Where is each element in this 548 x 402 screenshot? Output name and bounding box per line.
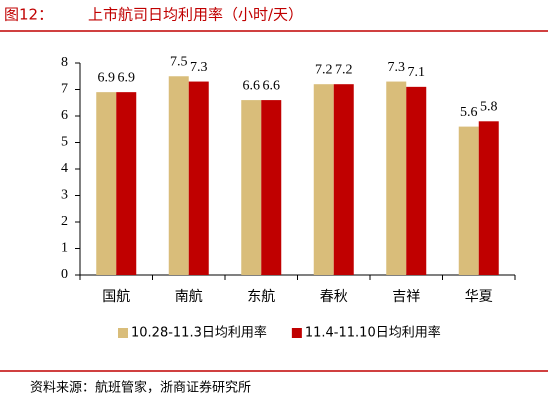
value-label: 7.3 [388,60,406,75]
value-label: 6.9 [98,70,116,85]
y-tick-label: 3 [61,188,68,203]
y-tick-label: 8 [61,55,68,70]
value-label: 7.1 [408,65,426,80]
bar [241,100,262,275]
x-tick-label: 吉祥 [392,289,420,305]
x-tick-label: 华夏 [465,289,493,305]
value-label: 6.6 [263,78,281,93]
figure-label: 图12： [4,6,53,24]
y-tick-label: 0 [61,267,68,282]
value-label: 6.9 [118,70,136,85]
legend-label: 11.4-11.10日均利用率 [305,325,441,341]
value-label: 5.8 [480,100,498,115]
y-tick-label: 2 [61,214,68,229]
y-tick-label: 7 [61,82,68,97]
source: 资料来源：航班管家，浙商证券研究所 [30,380,251,396]
value-label: 7.2 [315,62,333,77]
bar [333,84,354,275]
bar [116,92,137,276]
bar [458,126,479,275]
bar [168,76,189,275]
bar [386,81,407,275]
x-tick-label: 南航 [175,289,203,305]
bar [313,84,334,275]
chart-title: 上市航司日均利用率（小时/天） [88,6,303,24]
bar [406,86,427,275]
value-label: 7.3 [190,60,208,75]
value-label: 6.6 [243,78,261,93]
value-label: 7.2 [335,62,353,77]
legend-label: 10.28-11.3日均利用率 [131,325,267,341]
x-tick-label: 东航 [247,289,275,305]
bar [96,92,117,276]
value-label: 5.6 [460,105,478,120]
y-tick-label: 1 [61,241,68,256]
bar [261,100,282,275]
x-tick-label: 国航 [102,289,130,305]
x-tick-label: 春秋 [320,289,348,305]
value-label: 7.5 [170,54,188,69]
bar [188,81,209,275]
y-tick-label: 6 [61,108,68,123]
bar [478,121,499,275]
y-tick-label: 4 [61,161,68,176]
legend-swatch [118,328,128,338]
y-tick-label: 5 [61,135,68,150]
legend-swatch [291,328,302,338]
